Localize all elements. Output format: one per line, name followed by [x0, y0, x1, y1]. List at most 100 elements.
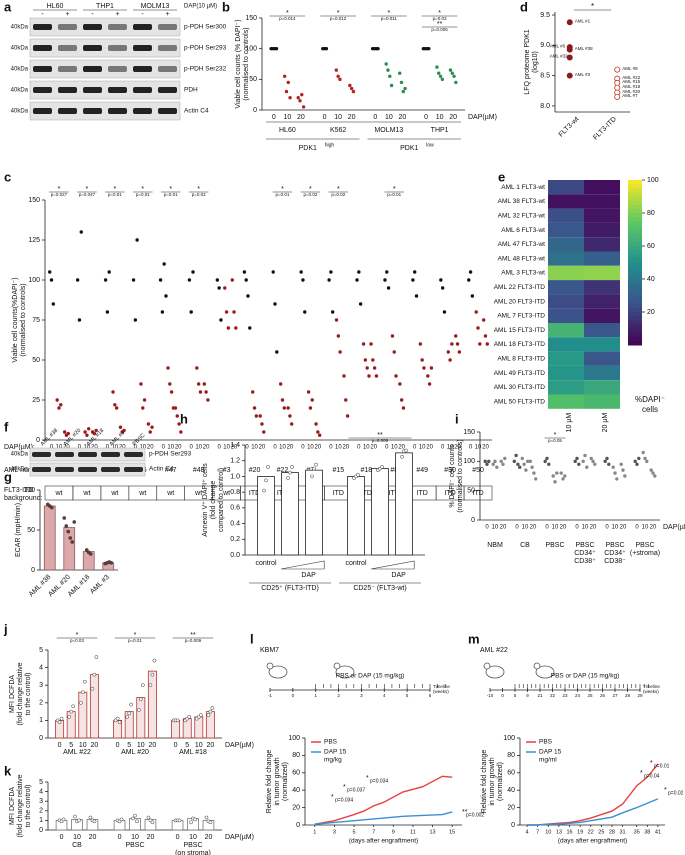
y-tick-label: 100 — [503, 735, 515, 742]
data-point — [522, 462, 526, 466]
series-line — [527, 798, 659, 826]
data-point — [385, 270, 389, 274]
bar — [136, 697, 146, 739]
data-point — [398, 382, 402, 386]
data-point — [158, 278, 163, 282]
data-point — [454, 334, 458, 338]
blot-band — [158, 108, 177, 114]
dose-title: DAP(µM): — [4, 444, 35, 451]
row-label: AML 7 FLT3-ITD — [497, 313, 545, 320]
data-point — [226, 326, 231, 330]
data-point — [94, 655, 99, 659]
data-point — [367, 374, 371, 378]
blot-band — [101, 467, 120, 472]
data-point — [152, 658, 157, 663]
data-point — [288, 414, 292, 418]
colorbar-step — [628, 237, 642, 243]
column-label: 10 µM — [566, 413, 573, 433]
data-point — [442, 310, 447, 314]
y-tick-label: 5 — [39, 647, 43, 654]
group-label: MOLM13 — [374, 127, 403, 134]
data-point — [483, 334, 488, 338]
dose-label: 20 — [620, 525, 627, 531]
y-axis-label: to the control) — [25, 673, 32, 716]
dose-label: 20 — [482, 445, 489, 451]
data-point — [80, 690, 85, 695]
data-point — [114, 406, 119, 410]
x-tick-label: 13 — [430, 829, 436, 835]
data-point — [301, 105, 306, 109]
data-point — [150, 820, 155, 825]
data-point — [363, 358, 368, 362]
data-point — [566, 19, 573, 26]
sig-star: * — [76, 632, 79, 639]
background-label: wt — [110, 490, 118, 497]
colorbar-step — [628, 184, 642, 189]
data-point — [79, 230, 83, 234]
x-tick-label: 13 — [556, 829, 562, 835]
y-tick-label: 4 — [39, 664, 43, 671]
data-point — [334, 318, 339, 322]
marker-label: 40kDa — [11, 452, 29, 458]
bar — [147, 670, 157, 739]
data-point — [282, 74, 287, 78]
colorbar-step — [628, 254, 642, 259]
data-point — [135, 819, 139, 824]
heat-cell — [548, 237, 584, 252]
y-tick-label: 0.6 — [230, 505, 240, 512]
background-box — [463, 485, 493, 501]
blot-strip — [29, 17, 181, 37]
marker-label: 40kDa — [11, 88, 29, 94]
data-point — [403, 86, 407, 91]
data-point — [452, 74, 456, 78]
blot-band — [108, 87, 127, 93]
timeline-label: Timeline — [433, 684, 450, 689]
point-label: AML #7 — [622, 93, 638, 98]
x-tick-label: FLT3-ITD — [592, 116, 618, 142]
data-point — [136, 707, 141, 712]
data-point — [51, 302, 56, 306]
treatment-label: PBS or DAP (15 mg/kg) — [336, 673, 405, 680]
sig-star: * — [286, 10, 289, 17]
p-value: p=0.027 — [51, 192, 68, 197]
x-tick-label: 31 — [619, 829, 625, 835]
data-point — [133, 813, 137, 818]
group-label: #48 — [193, 467, 205, 474]
point-label: AML #32 — [550, 54, 568, 59]
x-axis-label: DAP(µM) — [468, 114, 497, 121]
data-point — [345, 414, 350, 418]
sig-star: * — [134, 632, 137, 639]
dose-label: 0 — [357, 445, 361, 451]
timeline-tick-label: 23 — [562, 693, 568, 698]
dose-label: 20 — [91, 445, 98, 451]
colorbar-tick-label: 60 — [647, 243, 655, 250]
dose-label: 10 — [552, 525, 559, 531]
group-label: #15 — [333, 467, 345, 474]
dose-label: 0 — [441, 445, 445, 451]
schematic-title: KBM7 — [260, 647, 279, 654]
y-tick-label: 100 — [463, 458, 475, 465]
data-point — [653, 474, 657, 478]
colorbar-step — [628, 340, 642, 346]
data-point — [499, 459, 503, 464]
group-label: #3 — [223, 467, 231, 474]
heat-cell — [584, 323, 620, 338]
data-point — [160, 310, 165, 314]
data-point — [109, 560, 114, 565]
data-point — [141, 406, 145, 410]
p-value: p=0.005 — [431, 27, 448, 32]
group-label: THP1 — [431, 127, 449, 134]
dose-label: 0 — [301, 445, 305, 451]
data-point — [92, 672, 97, 677]
data-point — [148, 430, 152, 434]
data-point — [82, 679, 87, 684]
dose-label: 10 — [447, 445, 454, 451]
timeline-tick-label: 2 — [337, 693, 340, 698]
dose-label: 0 — [174, 742, 178, 749]
colorbar-step — [628, 312, 642, 317]
bar — [371, 468, 389, 556]
data-point — [66, 431, 70, 436]
data-point — [204, 390, 208, 394]
colorbar-step — [628, 200, 642, 206]
